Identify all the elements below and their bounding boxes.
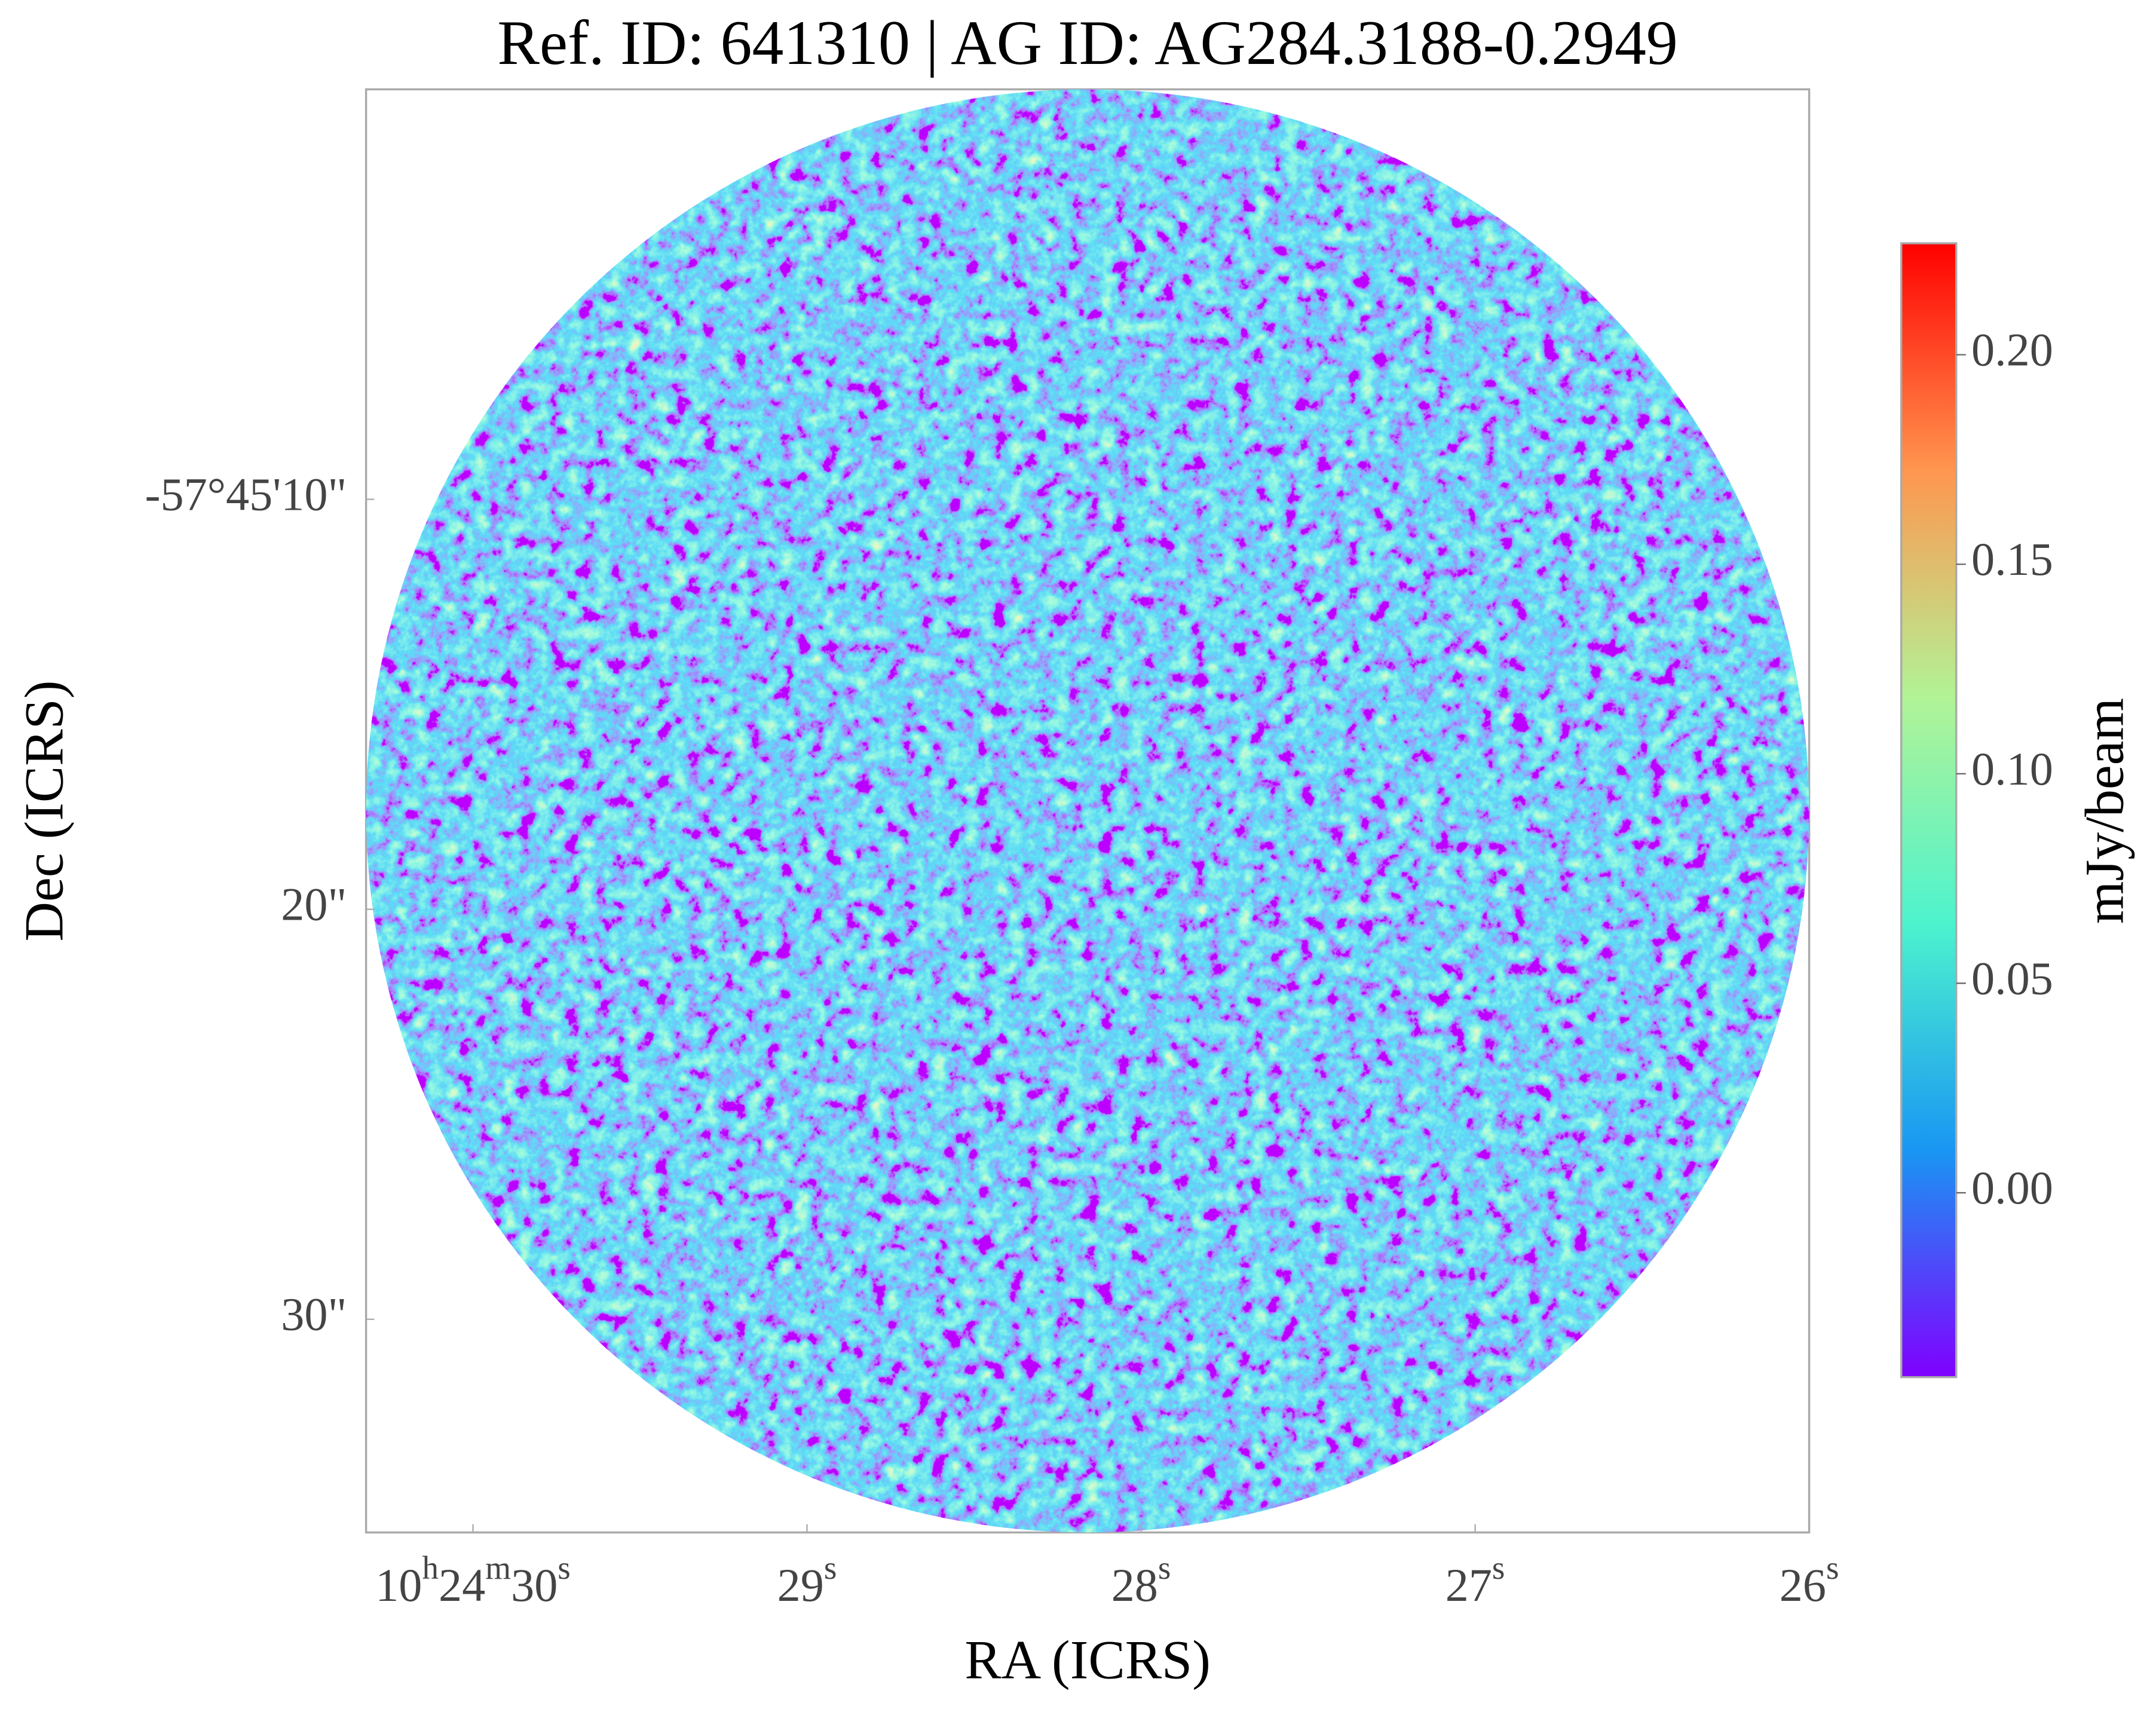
sky-image: [366, 89, 1809, 1533]
colorbar: [1900, 242, 1958, 1379]
chart-title: Ref. ID: 641310 | AG ID: AG284.3188-0.29…: [497, 8, 1677, 78]
colorbar-tick-label: 0.05: [1971, 952, 2053, 1004]
x-tick-label: 28s: [1111, 1549, 1171, 1611]
x-axis-label: RA (ICRS): [964, 1630, 1211, 1691]
y-tick-label: -57°45'10": [145, 468, 347, 520]
y-tick-label: 20": [281, 878, 347, 930]
colorbar-tick-label: 0.15: [1971, 533, 2053, 585]
x-tick-label: 26s: [1780, 1549, 1839, 1611]
y-axis-label: Dec (ICRS): [14, 681, 75, 942]
colorbar-tick-label: 0.00: [1971, 1162, 2053, 1214]
x-tick-label: 10h24m30s: [375, 1549, 571, 1611]
x-tick-label: 27s: [1446, 1549, 1505, 1611]
colorbar-tick-label: 0.10: [1971, 743, 2053, 795]
colorbar-label: mJy/beam: [2074, 698, 2134, 924]
x-tick-label: 29s: [777, 1549, 837, 1611]
colorbar-tick-label: 0.20: [1971, 324, 2053, 376]
y-tick-label: 30": [281, 1288, 347, 1340]
